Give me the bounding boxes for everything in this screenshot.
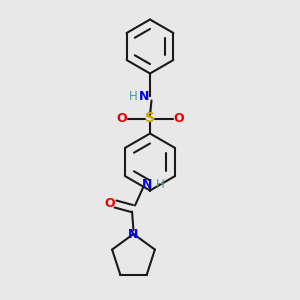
Text: N: N <box>142 178 152 191</box>
Text: O: O <box>104 197 115 210</box>
Text: H: H <box>128 90 137 103</box>
Text: O: O <box>173 112 184 125</box>
Text: O: O <box>116 112 127 125</box>
Text: S: S <box>145 112 155 125</box>
Text: N: N <box>139 90 149 103</box>
Text: N: N <box>128 227 139 241</box>
Text: H: H <box>156 178 165 191</box>
